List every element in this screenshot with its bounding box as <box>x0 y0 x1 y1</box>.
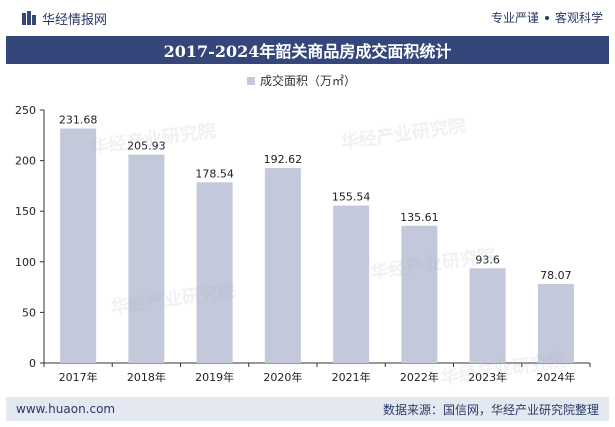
y-tick-label: 150 <box>15 205 36 218</box>
bar <box>128 154 165 363</box>
bar <box>196 182 233 363</box>
x-tick-label: 2017年 <box>59 370 98 384</box>
x-tick-label: 2019年 <box>195 370 234 384</box>
bar <box>333 205 370 363</box>
brand-logo-icon <box>22 11 36 25</box>
x-tick-label: 2021年 <box>332 370 371 384</box>
data-label: 192.62 <box>264 153 303 166</box>
bar <box>60 128 97 363</box>
chart-title: 2017-2024年韶关商品房成交面积统计 <box>163 42 452 61</box>
chart-area: 成交面积（万㎡） 0 50 100 150 200 250 231.68 2017年 205.93… <box>0 64 615 394</box>
data-label: 231.68 <box>59 114 98 127</box>
bar-chart: 成交面积（万㎡） 0 50 100 150 200 250 231.68 2017年 205.93… <box>15 73 591 384</box>
x-tick-label: 2018年 <box>127 370 166 384</box>
y-tick-label: 50 <box>22 306 36 319</box>
y-tick-label: 100 <box>15 256 36 269</box>
data-label: 78.07 <box>540 269 572 282</box>
brand-name: 华经情报网 <box>42 12 108 28</box>
separator-dot-icon <box>544 15 549 20</box>
tagline: 专业严谨 客观科学 <box>491 9 603 26</box>
top-bar: 华经情报网 专业严谨 客观科学 <box>0 0 615 36</box>
y-tick-label: 0 <box>29 357 36 370</box>
footer: www.huaon.com 数据来源：国信网，华经产业研究院整理 <box>6 397 609 421</box>
bar <box>264 168 301 363</box>
x-tick-label: 2024年 <box>536 370 575 384</box>
bar <box>537 283 574 363</box>
chart-title-bar: 2017-2024年韶关商品房成交面积统计 <box>6 36 609 64</box>
legend-swatch <box>247 77 255 85</box>
data-label: 205.93 <box>127 140 166 153</box>
brand: 华经情报网 <box>22 8 107 28</box>
legend-label: 成交面积（万㎡） <box>260 73 356 88</box>
x-tick-label: 2020年 <box>263 370 302 384</box>
tagline-right: 客观科学 <box>554 11 603 25</box>
bar <box>401 225 438 363</box>
bar <box>469 268 506 363</box>
y-tick-label: 250 <box>15 104 36 117</box>
tagline-left: 专业严谨 <box>490 11 539 25</box>
data-label: 155.54 <box>332 191 371 204</box>
data-label: 178.54 <box>195 167 234 180</box>
data-label: 135.61 <box>400 211 439 224</box>
footer-source: 数据来源：国信网，华经产业研究院整理 <box>382 402 599 417</box>
x-tick-label: 2022年 <box>400 370 439 384</box>
footer-website: www.huaon.com <box>16 402 116 416</box>
data-label: 93.6 <box>475 253 500 266</box>
x-tick-label: 2023年 <box>468 370 507 384</box>
y-tick-label: 200 <box>15 155 36 168</box>
